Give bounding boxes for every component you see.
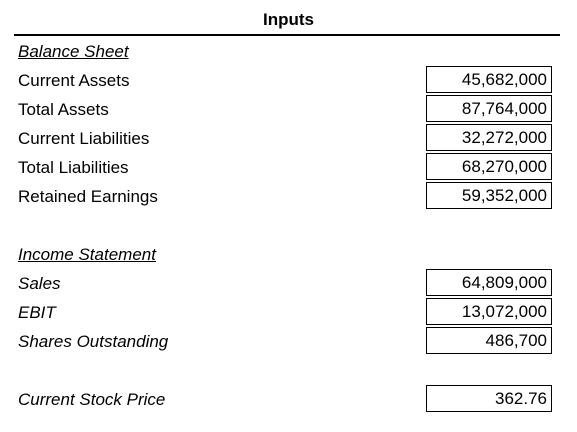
ebit-label: EBIT — [18, 303, 56, 322]
sales-cell[interactable]: 64,809,000 — [426, 269, 552, 296]
current-liabilities-cell[interactable]: 32,272,000 — [426, 124, 552, 151]
shares-outstanding-cell[interactable]: 486,700 — [426, 327, 552, 354]
current-liabilities-label: Current Liabilities — [18, 129, 150, 148]
sheet-title: Inputs — [263, 10, 314, 29]
current-stock-price-cell[interactable]: 362.76 — [426, 385, 552, 412]
current-stock-price-label: Current Stock Price — [18, 390, 166, 409]
total-liabilities-label: Total Liabilities — [18, 158, 129, 177]
current-assets-label: Current Assets — [18, 71, 130, 90]
ebit-cell[interactable]: 13,072,000 — [426, 298, 552, 325]
total-assets-cell[interactable]: 87,764,000 — [426, 95, 552, 122]
sales-label: Sales — [18, 274, 61, 293]
title-underline — [14, 34, 560, 36]
retained-earnings-cell[interactable]: 59,352,000 — [426, 182, 552, 209]
balance-sheet-heading: Balance Sheet — [18, 42, 129, 61]
retained-earnings-label: Retained Earnings — [18, 187, 158, 206]
total-assets-label: Total Assets — [18, 100, 109, 119]
income-statement-heading: Income Statement — [18, 245, 156, 264]
total-liabilities-cell[interactable]: 68,270,000 — [426, 153, 552, 180]
current-assets-cell[interactable]: 45,682,000 — [426, 66, 552, 93]
shares-outstanding-label: Shares Outstanding — [18, 332, 169, 351]
